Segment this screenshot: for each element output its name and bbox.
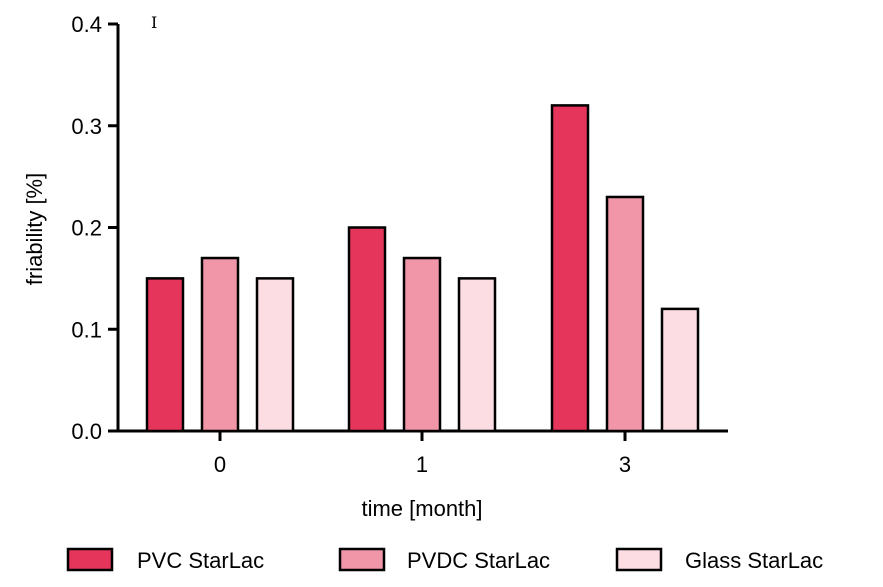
y-tick-label: 0.3 [71,114,102,139]
legend-swatch [338,547,386,572]
bar [605,195,645,433]
bar [200,256,240,433]
bar [347,226,387,433]
x-tick-label: 0 [214,452,226,477]
x-axis-title: time [month] [361,496,482,521]
legend: PVC StarLac PVDC StarLac Glass StarLac [66,547,823,573]
legend-label: PVDC StarLac [407,548,550,573]
legend-swatch [66,547,114,572]
text-cursor-icon: I [151,13,157,32]
bar [457,277,497,433]
y-tick-label: 0.4 [71,12,102,37]
legend-label: PVC StarLac [137,548,264,573]
bar [660,307,700,433]
y-axis-title: friability [%] [22,173,47,285]
x-axis: 0 1 3 [116,429,728,477]
bar [402,256,442,433]
bar [145,277,185,433]
legend-label: Glass StarLac [685,548,823,573]
legend-swatch [615,547,663,572]
bar [255,277,295,433]
y-tick-label: 0.0 [71,419,102,444]
x-tick-label: 3 [619,452,631,477]
y-tick-label: 0.1 [71,317,102,342]
y-axis: 0.0 0.1 0.2 0.3 0.4 [71,12,120,444]
bars [145,104,700,433]
y-tick-label: 0.2 [71,216,102,241]
x-tick-label: 1 [416,452,428,477]
bar [550,104,590,433]
